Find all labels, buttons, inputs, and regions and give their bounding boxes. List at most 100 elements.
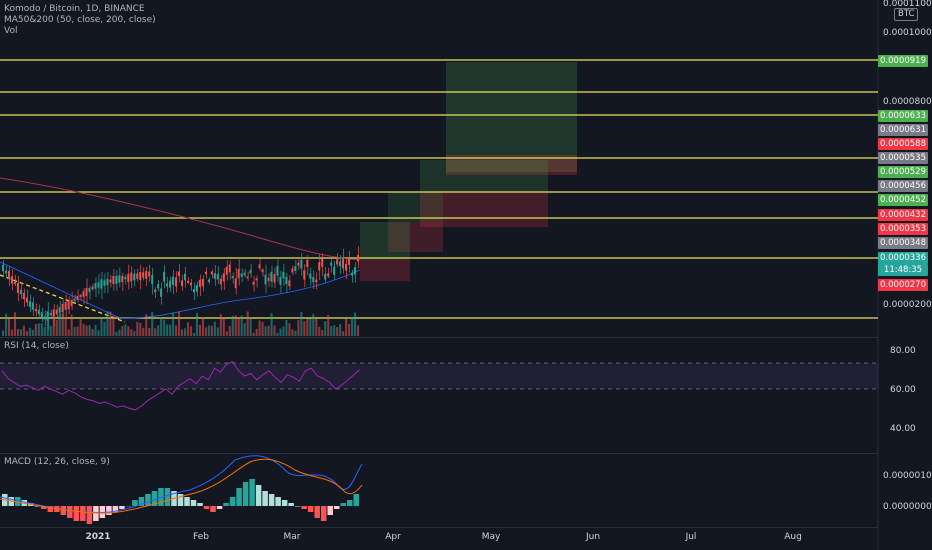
candle-body [22,292,25,300]
candle-body [160,288,163,297]
price-tag: 0.0000270 [878,279,928,291]
macd-histogram-bar [132,500,138,506]
candle-body [234,278,237,289]
position-zone [420,192,548,227]
volume-bar [55,320,58,336]
macd-histogram-bar [164,488,171,506]
volume-bar [118,329,121,336]
volume-bar [4,313,8,336]
candle-body [207,279,210,283]
candle-body [7,270,10,280]
macd-histogram-bar [242,482,249,506]
macd-histogram-bar [353,494,359,506]
volume-bar [330,326,333,336]
macd-histogram-bar [249,479,255,506]
volume-bar [204,327,207,336]
candle-body [100,279,103,289]
volume-bar [154,328,157,336]
candle-body [273,274,276,283]
candle-body [282,271,285,279]
candle-body [219,278,222,285]
volume-bar [73,326,76,336]
macd-histogram-bar [190,500,197,506]
macd-histogram-bar [327,506,333,515]
candle-body [55,309,58,315]
candle-body [201,278,204,287]
candle-body [37,309,40,315]
volume-bar [342,331,345,336]
volume-bar [61,313,64,336]
candle-body [192,289,195,293]
volume-bar [228,325,231,336]
candle-body [240,273,243,277]
volume-bar [246,311,249,336]
currency-badge[interactable]: BTC [894,8,919,21]
volume-bar [100,318,103,336]
price-tag: 0.0000529 [878,166,928,178]
volume-legend: Vol [4,26,18,36]
ma200-line [0,177,361,261]
candle-body [333,266,336,275]
time-axis-label: May [481,532,501,542]
candle-body [28,301,31,307]
volume-bar [216,327,219,336]
candle-body [342,258,345,269]
macd-histogram-bar [73,506,80,521]
volume-bar [201,317,204,336]
candle-body [154,289,157,293]
price-axis-label: 0.0001000 [883,28,932,38]
candle-body [252,281,255,285]
candle-body [351,272,354,276]
candle-body [43,316,46,320]
symbol-legend: Komodo / Bitcoin, 1D, BINANCE MA50&200 (… [4,4,156,37]
candle-body [186,280,189,283]
volume-bar [288,323,291,336]
pane-separator[interactable] [0,337,878,338]
macd-histogram-bar [275,497,281,506]
volume-bar [13,312,17,336]
candle-body [94,283,97,289]
volume-bar [43,327,46,336]
candle-body [315,279,318,283]
time-axis-label: Apr [385,532,401,542]
volume-bar [312,313,315,336]
candle-body [276,265,279,276]
candle-body [261,269,264,273]
volume-bar [336,327,339,336]
volume-bar [324,321,327,336]
candle-body [288,280,291,287]
volume-bar [303,321,306,336]
macd-histogram-bar [151,491,158,506]
macd-histogram-bar [288,503,294,506]
volume-bar [58,313,61,336]
macd-histogram-bar [15,497,21,506]
volume-bar [166,324,169,336]
candle-body [318,262,321,271]
volume-bar [234,315,237,336]
rsi-axis-label: 80.00 [890,346,916,356]
volume-bar [240,315,243,336]
volume-bar [124,324,127,336]
candle-body [88,287,91,293]
candle-body [169,280,172,288]
volume-bar [52,316,55,336]
macd-histogram-bar [294,506,301,507]
time-axis-label: Feb [193,532,209,542]
volume-bar [178,311,181,336]
macd-histogram-bar [125,506,132,507]
position-zone [420,160,548,192]
pane-separator[interactable] [0,453,878,454]
candle-body [246,276,249,279]
candle-body [91,286,94,290]
candle-body [82,291,85,297]
macd-histogram-bar [80,506,86,521]
macd-histogram-bar [112,506,119,512]
volume-bar [157,325,160,336]
macd-histogram-bar [203,506,210,509]
volume-bar [285,319,288,336]
volume-bar [106,311,109,336]
candle-body [145,271,148,279]
candle-body [61,303,64,313]
rsi-band [0,363,878,389]
